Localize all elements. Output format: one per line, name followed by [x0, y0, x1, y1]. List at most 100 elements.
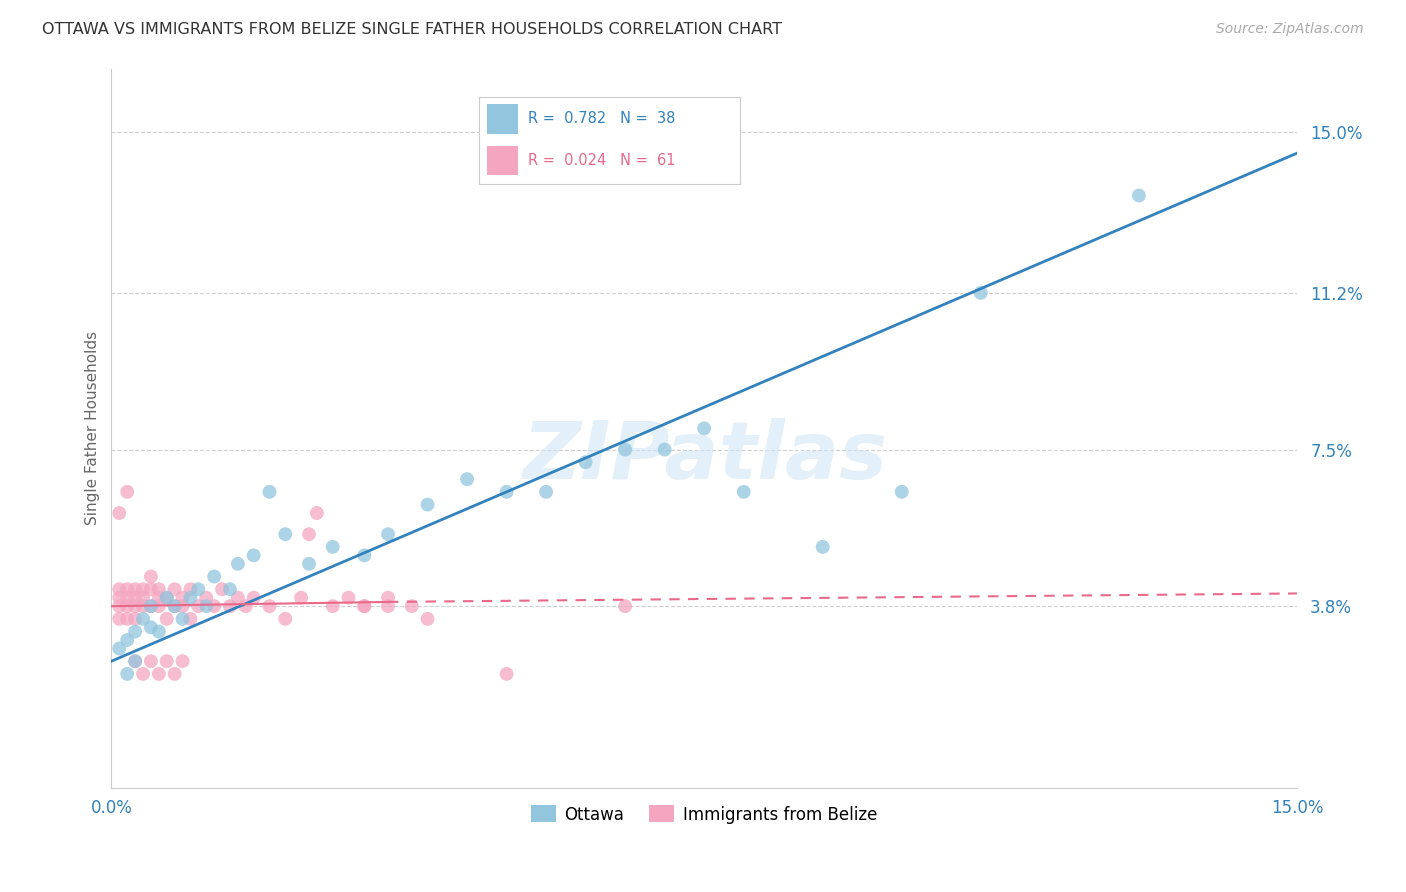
- Point: [495, 484, 517, 499]
- Point: [148, 591, 170, 605]
- Point: [108, 506, 131, 520]
- Point: [115, 612, 138, 626]
- Point: [890, 484, 912, 499]
- Point: [115, 582, 138, 597]
- Y-axis label: Single Father Households: Single Father Households: [86, 331, 100, 525]
- Point: [115, 633, 138, 648]
- Point: [353, 549, 375, 563]
- Point: [322, 599, 344, 614]
- Point: [575, 455, 598, 469]
- Point: [970, 285, 993, 300]
- Point: [235, 599, 257, 614]
- Point: [733, 484, 755, 499]
- Point: [322, 540, 344, 554]
- Text: ZIPatlas: ZIPatlas: [522, 418, 887, 496]
- Point: [211, 582, 233, 597]
- Point: [108, 641, 131, 656]
- Point: [139, 582, 162, 597]
- Point: [115, 666, 138, 681]
- Point: [456, 472, 478, 486]
- Point: [132, 612, 155, 626]
- Point: [163, 599, 186, 614]
- Point: [156, 591, 179, 605]
- Point: [124, 654, 146, 668]
- Point: [693, 421, 716, 435]
- Point: [179, 582, 201, 597]
- Point: [163, 582, 186, 597]
- Point: [377, 527, 399, 541]
- Point: [124, 624, 146, 639]
- Point: [163, 666, 186, 681]
- Point: [132, 666, 155, 681]
- Point: [148, 666, 170, 681]
- Point: [108, 591, 131, 605]
- Point: [148, 624, 170, 639]
- Point: [156, 654, 179, 668]
- Point: [416, 498, 439, 512]
- Point: [195, 591, 218, 605]
- Point: [534, 484, 557, 499]
- Point: [614, 599, 637, 614]
- Point: [290, 591, 312, 605]
- Point: [353, 599, 375, 614]
- Point: [219, 599, 242, 614]
- Point: [124, 612, 146, 626]
- Point: [495, 666, 517, 681]
- Point: [108, 599, 131, 614]
- Point: [195, 599, 218, 614]
- Point: [172, 612, 194, 626]
- Point: [298, 557, 321, 571]
- Point: [124, 591, 146, 605]
- Point: [1128, 188, 1150, 202]
- Point: [202, 599, 225, 614]
- Point: [124, 654, 146, 668]
- Point: [148, 582, 170, 597]
- Point: [298, 527, 321, 541]
- Point: [148, 599, 170, 614]
- Point: [139, 569, 162, 583]
- Point: [139, 620, 162, 634]
- Point: [614, 442, 637, 457]
- Point: [377, 599, 399, 614]
- Point: [156, 612, 179, 626]
- Point: [226, 557, 249, 571]
- Point: [156, 591, 179, 605]
- Point: [305, 506, 328, 520]
- Point: [163, 599, 186, 614]
- Point: [811, 540, 834, 554]
- Text: OTTAWA VS IMMIGRANTS FROM BELIZE SINGLE FATHER HOUSEHOLDS CORRELATION CHART: OTTAWA VS IMMIGRANTS FROM BELIZE SINGLE …: [42, 22, 782, 37]
- Text: Source: ZipAtlas.com: Source: ZipAtlas.com: [1216, 22, 1364, 37]
- Point: [139, 599, 162, 614]
- Point: [172, 591, 194, 605]
- Point: [132, 591, 155, 605]
- Point: [108, 582, 131, 597]
- Point: [187, 599, 209, 614]
- Point: [108, 612, 131, 626]
- Point: [115, 599, 138, 614]
- Point: [139, 599, 162, 614]
- Point: [115, 591, 138, 605]
- Point: [124, 599, 146, 614]
- Point: [274, 527, 297, 541]
- Point: [202, 569, 225, 583]
- Point: [401, 599, 423, 614]
- Point: [377, 591, 399, 605]
- Point: [274, 612, 297, 626]
- Point: [259, 484, 281, 499]
- Point: [226, 591, 249, 605]
- Point: [219, 582, 242, 597]
- Point: [115, 484, 138, 499]
- Point: [172, 599, 194, 614]
- Point: [259, 599, 281, 614]
- Point: [242, 591, 264, 605]
- Point: [242, 549, 264, 563]
- Point: [124, 582, 146, 597]
- Point: [172, 654, 194, 668]
- Legend: Ottawa, Immigrants from Belize: Ottawa, Immigrants from Belize: [524, 798, 884, 830]
- Point: [187, 582, 209, 597]
- Point: [353, 599, 375, 614]
- Point: [337, 591, 360, 605]
- Point: [179, 591, 201, 605]
- Point: [139, 654, 162, 668]
- Point: [416, 612, 439, 626]
